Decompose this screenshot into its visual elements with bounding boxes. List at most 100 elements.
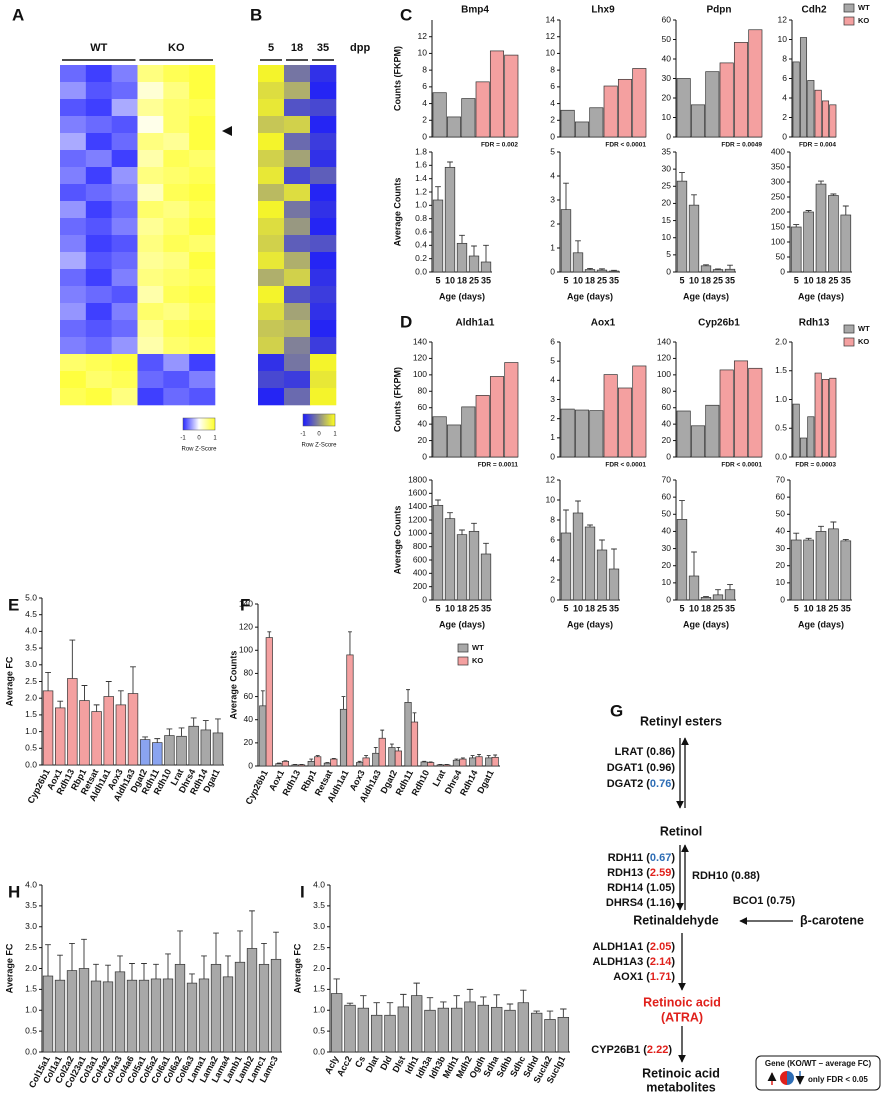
heatmap-cell [111, 371, 138, 389]
fold-change: 0.86 [650, 746, 671, 758]
y-axis-label: Average FC [4, 943, 14, 993]
heatmap-cell [85, 371, 112, 389]
bar [530, 1012, 543, 1053]
heatmap-cell [137, 65, 164, 83]
heatmap-cell [60, 235, 87, 253]
heatmap-cell [111, 303, 138, 321]
error-bar [389, 743, 394, 748]
enzyme-close: ) [671, 867, 675, 879]
heatmap-cell [111, 116, 138, 134]
pathway-arrows [676, 737, 793, 1063]
y-tick-label: 0 [666, 266, 671, 276]
heatmap-cell [111, 337, 138, 355]
error-bar [261, 943, 267, 965]
heatmap-cell [60, 167, 87, 185]
bar [432, 199, 444, 273]
error-bar [57, 954, 63, 981]
legend-swatch [457, 656, 469, 666]
heatmap-cell [284, 82, 311, 100]
bar [705, 404, 720, 458]
heatmap-cell [163, 388, 190, 406]
bar [275, 763, 283, 767]
y-tick-label: 4 [550, 170, 555, 180]
colorbar [302, 413, 336, 427]
error-bar [587, 524, 593, 527]
legend-label: KO [858, 16, 869, 25]
chart-title: Rdh13 [799, 318, 830, 329]
bar [840, 540, 852, 601]
y-axis-label: Average Counts [392, 506, 402, 575]
x-tick-label: 5 [679, 275, 684, 285]
bar [162, 978, 174, 1053]
enzyme-close: ) [671, 852, 675, 864]
bar [330, 993, 343, 1053]
bar [504, 54, 519, 138]
bar [814, 89, 822, 138]
heatmap-cell [163, 371, 190, 389]
colorbar-tick-label: 0 [317, 432, 321, 438]
y-tick-label: 50 [662, 509, 672, 519]
y-tick-label: 8 [422, 64, 427, 74]
bar [560, 109, 575, 138]
error-bar [575, 240, 581, 253]
y-axis-label: Counts (FKPM) [392, 46, 402, 111]
heatmap-cell [284, 218, 311, 236]
heatmap-cell [111, 354, 138, 372]
x-tick-label: 25 [828, 275, 838, 285]
error-bar [454, 758, 459, 761]
error-bar [727, 264, 733, 270]
x-tick-label: 5 [679, 603, 684, 613]
y-tick-label: 60 [418, 402, 428, 412]
chart-title: Cyp26b1 [698, 318, 740, 329]
heatmap-cell [85, 65, 112, 83]
y-tick-label: 3.0 [25, 921, 37, 931]
heatmap-cell [60, 252, 87, 270]
bar [792, 61, 800, 138]
heatmap-cell [310, 116, 337, 134]
enzyme-name: LRAT ( [615, 746, 651, 758]
error-bar [830, 521, 837, 529]
error-bar [360, 995, 367, 1009]
y-tick-label: 40 [662, 418, 672, 428]
colorbar-label: Row Z-Score [181, 447, 217, 453]
heatmap-cell [310, 184, 337, 202]
heatmap-cell [111, 150, 138, 168]
error-bar [154, 738, 161, 743]
heatmap-cell [163, 252, 190, 270]
heatmap-cell [310, 99, 337, 117]
bar [821, 100, 830, 138]
colorbar-tick-label: 0 [197, 436, 201, 442]
heatmap-cell [60, 201, 87, 219]
x-tick-label: 25 [828, 603, 838, 613]
heatmap-cell [189, 269, 216, 287]
y-tick-label: 0.6 [415, 226, 427, 236]
x-tick-label: Cyp26b1 [243, 768, 269, 806]
error-bar [563, 182, 569, 210]
y-tick-label: 100 [771, 236, 785, 246]
bar [790, 226, 802, 273]
column-group-label: 35 [317, 42, 329, 54]
annotation: FDR = 0.004 [799, 142, 836, 149]
colorbar-tick-label: 1 [213, 436, 217, 442]
heatmap-cell [60, 116, 87, 134]
bar [436, 764, 444, 767]
bar [815, 531, 827, 601]
x-tick-label: 35 [609, 275, 619, 285]
annotation: FDR < 0.0001 [605, 142, 646, 149]
bar [356, 762, 364, 767]
panel-label: C [400, 5, 412, 24]
y-tick-label: 50 [776, 251, 786, 261]
bar [357, 1007, 370, 1053]
heatmap-cell [258, 82, 285, 100]
bar [270, 958, 282, 1053]
heatmap-cell [284, 99, 311, 117]
y-tick-label: 0.8 [415, 213, 427, 223]
bar [138, 979, 150, 1053]
fold-change: 0.88 [735, 870, 756, 882]
heatmap-cell [310, 65, 337, 83]
heatmap-cell [258, 286, 285, 304]
y-tick-label: 1.6 [415, 160, 427, 170]
x-tick-label: 35 [841, 603, 851, 613]
heatmap-cell [310, 337, 337, 355]
y-tick-label: 3 [550, 194, 555, 204]
